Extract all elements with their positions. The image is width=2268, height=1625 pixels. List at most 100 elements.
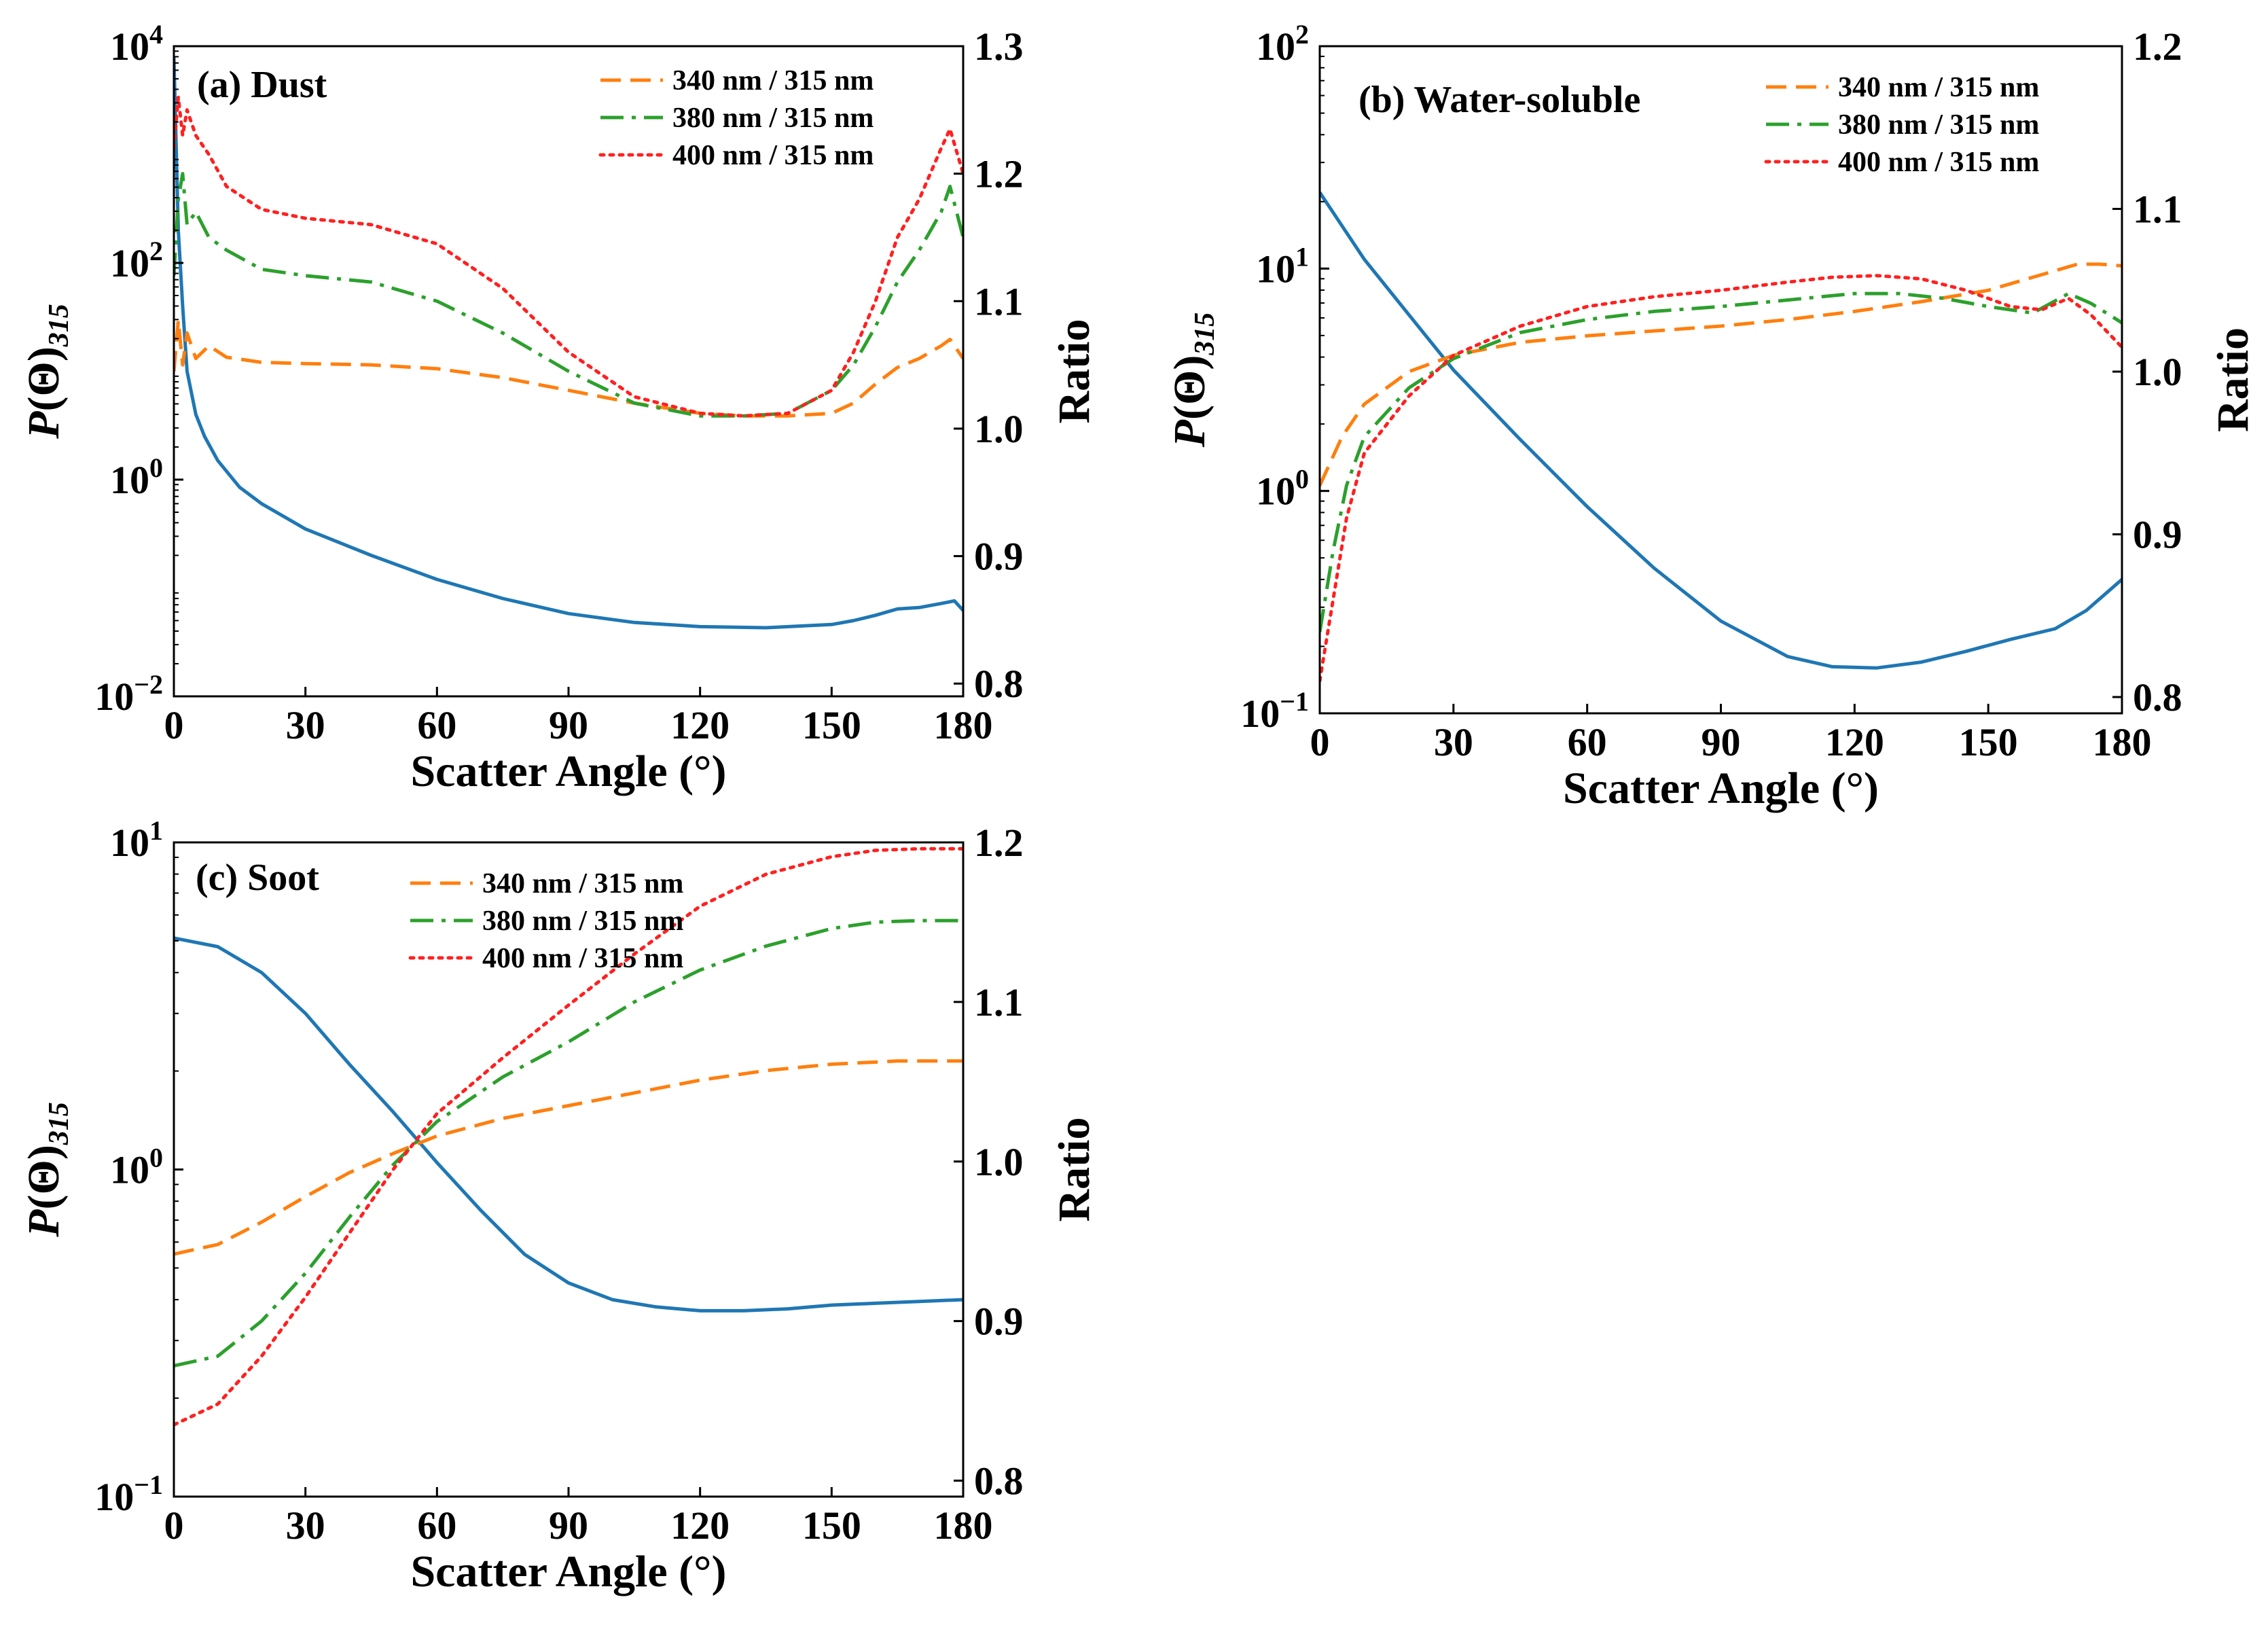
x-tick-label: 60 [417, 1503, 456, 1548]
panel-title: (c) Soot [196, 857, 319, 899]
y-tick-base: 10 [1256, 469, 1295, 514]
y-axis-title-subscript: 315 [1189, 312, 1221, 356]
y-tick-base: 10 [110, 24, 149, 69]
y-axis-title-symbol: P [19, 1209, 69, 1238]
ratio-line-400 [174, 95, 963, 418]
y-tick-label: 102 [1256, 19, 1309, 69]
y2-tick-label: 0.9 [974, 1300, 1024, 1344]
y-tick-label: 100 [1256, 464, 1309, 514]
ratio-line-380 [1320, 291, 2122, 632]
y-axis-title-argument: (Θ) [1165, 355, 1214, 420]
y2-axis-title: Ratio [2208, 327, 2258, 432]
legend-label: 380 nm / 315 nm [672, 103, 874, 134]
y-tick-label: 104 [110, 19, 163, 69]
x-tick-label: 0 [164, 1503, 184, 1548]
y-axis-title-subscript: 315 [43, 304, 75, 347]
legend-label: 340 nm / 315 nm [1838, 72, 2039, 103]
legend: 340 nm / 315 nm 380 nm / 315 nm 400 nm / 3… [408, 868, 683, 974]
x-tick-label: 30 [286, 1503, 325, 1548]
y-axis-title-argument: (Θ) [19, 1145, 69, 1209]
y-tick-label: 10−1 [1240, 686, 1309, 736]
plot-area [174, 846, 963, 1427]
y-axis-title-symbol: P [1165, 419, 1214, 448]
y-tick-base: 10 [110, 821, 149, 865]
legend: 340 nm / 315 nm 380 nm / 315 nm 400 nm / 3… [1764, 72, 2039, 178]
y-axis-title: P(Θ)315 [19, 1102, 75, 1238]
y-tick-base: 10 [1256, 24, 1295, 69]
y-tick-label: 10−2 [94, 669, 163, 719]
y-tick-base: 10 [1240, 692, 1280, 736]
x-tick-label: 150 [802, 703, 861, 747]
y-tick-exponent: −1 [1280, 686, 1309, 717]
y2-tick-label: 1.0 [974, 1140, 1024, 1184]
y-axis-title-argument: (Θ) [19, 346, 69, 411]
y2-tick-label: 1.3 [974, 24, 1024, 69]
x-tick-label: 0 [164, 703, 184, 747]
ratio-line-400 [174, 846, 963, 1427]
x-tick-label: 150 [1959, 720, 2018, 764]
y-axis-title: P(Θ)315 [19, 304, 75, 440]
y2-tick-label: 1.2 [974, 821, 1024, 865]
x-axis-title: Scatter Angle (°) [1563, 764, 1879, 813]
legend-label: 380 nm / 315 nm [1838, 109, 2039, 141]
x-tick-label: 180 [934, 703, 993, 747]
legend: 340 nm / 315 nm 380 nm / 315 nm 400 nm / 3… [598, 65, 874, 171]
x-tick-label: 120 [670, 703, 730, 747]
x-tick-label: 30 [286, 703, 325, 747]
phase-function-line [174, 56, 963, 630]
legend-label: 380 nm / 315 nm [482, 906, 683, 937]
legend-label: 400 nm / 315 nm [672, 140, 874, 171]
plot-area [1320, 191, 2122, 683]
panel-title: (a) Dust [197, 64, 327, 106]
y-tick-exponent: −2 [134, 669, 163, 700]
y-axis-title-subscript: 315 [43, 1102, 75, 1145]
phase-function-line [174, 936, 963, 1312]
y2-tick-label: 1.0 [2133, 350, 2182, 394]
ratio-line-400 [1320, 274, 2122, 683]
y-tick-exponent: 2 [1295, 19, 1309, 50]
y-tick-label: 100 [110, 452, 163, 502]
y2-tick-label: 1.2 [2133, 24, 2182, 69]
y2-tick-label: 1.1 [974, 279, 1024, 323]
y-tick-exponent: 1 [149, 815, 163, 846]
y2-tick-label: 0.9 [2133, 513, 2182, 557]
panel-title: (b) Water-soluble [1358, 79, 1640, 121]
x-tick-label: 180 [934, 1503, 993, 1548]
y-tick-exponent: 0 [1295, 464, 1309, 495]
legend-label: 340 nm / 315 nm [672, 65, 874, 96]
y2-tick-label: 1.0 [974, 407, 1024, 451]
y2-tick-label: 0.8 [974, 662, 1024, 706]
x-tick-label: 90 [1702, 720, 1741, 764]
x-tick-label: 60 [417, 703, 456, 747]
y-tick-label: 100 [110, 1143, 163, 1192]
x-tick-label: 150 [802, 1503, 861, 1548]
y-tick-base: 10 [110, 458, 149, 502]
x-tick-label: 90 [549, 703, 588, 747]
panel-c: 0 30 60 90 120 150 18010−11001010.80.91.01.11.… [19, 815, 1099, 1596]
legend-label: 340 nm / 315 nm [482, 868, 683, 899]
y-tick-exponent: 0 [149, 452, 163, 483]
x-axis-title: Scatter Angle (°) [410, 1547, 726, 1596]
y-tick-base: 10 [94, 675, 134, 719]
y2-tick-label: 0.9 [974, 535, 1024, 579]
phase-function-line [1320, 191, 2122, 670]
y-tick-label: 101 [1256, 241, 1309, 291]
y2-tick-label: 1.2 [974, 152, 1024, 196]
x-tick-label: 60 [1568, 720, 1607, 764]
x-tick-label: 0 [1310, 720, 1330, 764]
ratio-line-340 [174, 1059, 963, 1256]
x-tick-label: 90 [549, 1503, 588, 1548]
x-tick-label: 30 [1434, 720, 1473, 764]
y-tick-label: 101 [110, 815, 163, 865]
y-tick-label: 102 [110, 236, 163, 285]
x-tick-label: 180 [2093, 720, 2152, 764]
y2-tick-label: 0.8 [2133, 675, 2182, 719]
y-axis-title-symbol: P [19, 411, 69, 440]
y-axis-title: P(Θ)315 [1165, 312, 1221, 448]
y-tick-exponent: −1 [134, 1469, 163, 1500]
panel-a: 0 30 60 90 120 150 18010−21001021040.80.91.01.… [19, 19, 1099, 796]
panel-b: 0 30 60 90 120 150 18010−11001011020.80.91.01.… [1165, 19, 2258, 813]
plot-area [174, 56, 963, 630]
